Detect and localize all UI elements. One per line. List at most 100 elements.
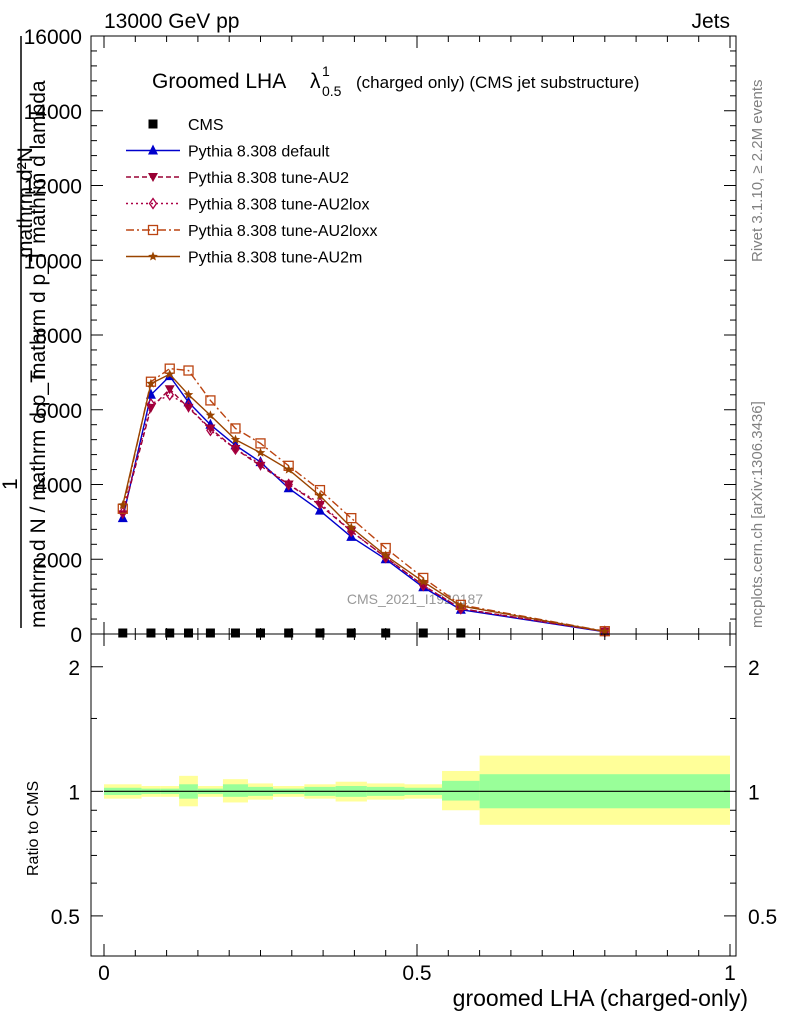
y-title-denominator: mathrm d p_T mathrm d lambda bbox=[27, 80, 50, 380]
data-point bbox=[418, 628, 428, 638]
ratio-y-tick-label-right: 2 bbox=[748, 657, 760, 680]
main-y-tick-label: 12000 bbox=[24, 176, 82, 199]
series-line bbox=[122, 394, 605, 633]
series-line bbox=[122, 373, 605, 633]
data-point bbox=[255, 461, 266, 471]
data-point bbox=[183, 365, 194, 376]
data-point bbox=[380, 550, 391, 560]
ratio-y-ticks: 0.5 0.5 1 1 2 2 bbox=[51, 657, 777, 929]
data-point bbox=[205, 424, 216, 434]
data-point bbox=[146, 628, 156, 638]
data-point bbox=[381, 628, 391, 638]
data-point bbox=[231, 442, 240, 456]
data-point bbox=[315, 497, 325, 510]
data-point bbox=[183, 389, 194, 399]
plot-title-superscript: 1 bbox=[322, 63, 330, 79]
data-point bbox=[346, 522, 356, 532]
y-title-norm: mathrm d N / mathrm d p_T bbox=[27, 370, 50, 628]
legend-entry: Pythia 8.308 tune-AU2 bbox=[126, 170, 349, 187]
main-y-tick-label: 4000 bbox=[35, 475, 82, 498]
legend-entry: Pythia 8.308 tune-AU2m bbox=[126, 250, 362, 267]
legend-marker bbox=[148, 144, 158, 155]
main-y-tick-label: 16000 bbox=[24, 26, 82, 49]
plot-title-main: Groomed LHA bbox=[152, 70, 286, 93]
y-axis-title: mathrm d²N mathrm d p_T mathrm d lambda … bbox=[0, 36, 50, 628]
main-x-ticks bbox=[103, 36, 731, 634]
data-point bbox=[206, 424, 215, 437]
data-point bbox=[184, 399, 193, 413]
main-y-tick-label: 6000 bbox=[35, 400, 82, 423]
legend-label: Pythia 8.308 default bbox=[188, 144, 330, 161]
series-au2m bbox=[118, 369, 610, 636]
data-point bbox=[456, 601, 466, 610]
ratio-y-tick-label-right: 0.5 bbox=[748, 906, 777, 929]
data-point bbox=[183, 403, 194, 413]
data-point bbox=[205, 410, 216, 420]
rivet-label: Rivet 3.1.10, ≥ 2.2M events bbox=[749, 80, 766, 263]
legend-marker bbox=[148, 197, 158, 210]
legend-marker bbox=[147, 224, 159, 236]
data-point bbox=[230, 628, 240, 638]
legend-label: CMS bbox=[188, 117, 224, 134]
data-point bbox=[418, 576, 428, 586]
header-right: Jets bbox=[691, 10, 730, 33]
series-line bbox=[122, 388, 605, 633]
ratio-y-tick-label: 1 bbox=[68, 781, 80, 804]
main-y-tick-label: 8000 bbox=[35, 325, 82, 348]
legend-marker bbox=[148, 173, 158, 182]
data-point bbox=[283, 464, 294, 474]
data-point bbox=[118, 500, 128, 510]
data-point bbox=[256, 457, 265, 471]
data-point bbox=[314, 501, 325, 511]
data-point bbox=[205, 628, 215, 638]
legend-label: Pythia 8.308 tune-AU2m bbox=[188, 250, 362, 267]
legend-entry: Pythia 8.308 tune-AU2loxx bbox=[126, 223, 377, 240]
header-left: 13000 GeV pp bbox=[104, 10, 239, 33]
ratio-y-tick-label-right: 1 bbox=[748, 781, 760, 804]
legend-label: Pythia 8.308 tune-AU2 bbox=[188, 170, 349, 187]
legend-marker bbox=[148, 251, 158, 261]
data-point bbox=[284, 478, 293, 491]
data-point bbox=[165, 628, 175, 638]
data-point bbox=[165, 369, 175, 379]
data-point bbox=[205, 395, 216, 406]
x-tick-label: 0.5 bbox=[402, 962, 431, 985]
data-point bbox=[146, 378, 156, 388]
data-point bbox=[230, 423, 241, 434]
mcplots-label: mcplots.cern.ch [arXiv:1306.3436] bbox=[749, 401, 766, 628]
data-point bbox=[346, 628, 356, 638]
data-point bbox=[284, 628, 294, 638]
y-title-numerator: mathrm d²N bbox=[14, 147, 37, 258]
x-tick-label: 1 bbox=[724, 962, 736, 985]
y-title-one: 1 bbox=[0, 478, 22, 490]
legend-entry: CMS bbox=[148, 117, 224, 134]
legend-entry: Pythia 8.308 default bbox=[126, 144, 330, 161]
main-y-ticks: 0 2000 4000 6000 8000 10000 12000 14000 16000 bbox=[24, 26, 736, 647]
series-layer bbox=[117, 363, 610, 638]
x-tick-label: 0 bbox=[98, 962, 110, 985]
data-point bbox=[315, 628, 325, 638]
ratio-x-ticks: 0 0.5 1 bbox=[98, 634, 736, 985]
ratio-y-tick-label: 0.5 bbox=[51, 906, 80, 929]
data-point bbox=[165, 388, 175, 401]
data-point bbox=[118, 506, 128, 519]
data-point bbox=[315, 490, 325, 500]
data-point bbox=[146, 398, 156, 411]
plot-title: Groomed LHA λ 1 0.5 (charged only) (CMS … bbox=[152, 63, 639, 99]
main-y-tick-label: 14000 bbox=[24, 101, 82, 124]
legend: CMS Pythia 8.308 default Pythia 8.308 tune… bbox=[126, 117, 377, 267]
series-cms bbox=[118, 628, 466, 638]
plot-title-subscript: 0.5 bbox=[322, 83, 342, 99]
series-line bbox=[122, 367, 605, 632]
data-point bbox=[230, 434, 241, 444]
data-point bbox=[118, 628, 128, 638]
ratio-band-inner bbox=[442, 780, 480, 801]
plot-title-lambda: λ bbox=[310, 70, 321, 93]
data-point bbox=[255, 447, 266, 457]
data-point bbox=[455, 599, 466, 610]
ratio-plot-frame bbox=[90, 633, 737, 957]
legend-label: Pythia 8.308 tune-AU2loxx bbox=[188, 223, 377, 240]
ratio-y-tick-label: 2 bbox=[68, 657, 80, 680]
x-axis-label: groomed LHA (charged-only) bbox=[453, 985, 748, 1011]
